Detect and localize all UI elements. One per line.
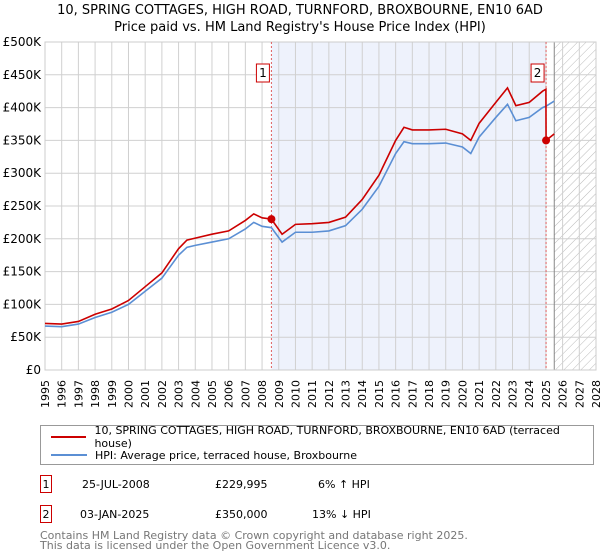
- x-tick-label: 2000: [122, 380, 135, 408]
- x-tick-label: 1997: [72, 380, 85, 408]
- legend-label: HPI: Average price, terraced house, Brox…: [95, 448, 358, 462]
- y-tick-label: £350K: [3, 133, 43, 147]
- x-tick-label: 2001: [139, 380, 152, 408]
- x-tick-label: 2007: [239, 380, 252, 408]
- sale-label-box: [530, 63, 545, 83]
- price-chart: 1995 1996 1997 1998 1999 2000 2001 2002 2003 2004…: [3, 35, 600, 408]
- sale-marker-box: 2: [40, 505, 52, 523]
- sale-label-box: [255, 63, 270, 83]
- x-tick-label: 1995: [39, 380, 52, 408]
- footer-licence: This data is licensed under the Open Gov…: [40, 539, 391, 552]
- y-tick-label: £50K: [10, 330, 42, 344]
- x-tick-label: 2006: [223, 380, 236, 408]
- footer-copyright: Contains HM Land Registry data © Crown c…: [40, 529, 468, 542]
- footer: Contains HM Land Registry data © Crown c…: [40, 529, 468, 552]
- sale-label: 1: [259, 66, 267, 80]
- series-line-property: [44, 86, 555, 325]
- x-tick-label: 2016: [390, 380, 403, 408]
- sale-hpi-diff: 6% ↑ HPI: [318, 478, 370, 491]
- legend-swatch-blue: [51, 454, 87, 456]
- y-tick-label: £400K: [3, 101, 43, 115]
- x-tick-label: 2004: [189, 380, 202, 408]
- y-tick-label: £150K: [3, 265, 43, 279]
- sale-date: 03-JAN-2025: [80, 508, 150, 521]
- x-tick-label: 1996: [56, 380, 69, 408]
- y-tick-label: £100K: [3, 297, 43, 311]
- y-tick-label: £250K: [3, 199, 43, 213]
- x-tick-label: 2010: [289, 380, 302, 408]
- chart-title: 10, SPRING COTTAGES, HIGH ROAD, TURNFORD…: [57, 3, 543, 18]
- x-tick-label: 1998: [89, 380, 102, 408]
- x-tick-label: 2019: [440, 380, 453, 408]
- x-tick-label: 2003: [173, 380, 186, 408]
- x-tick-label: 2025: [540, 380, 553, 408]
- x-tick-label: 2008: [256, 380, 269, 408]
- sale-row-1: 1 25-JUL-2008 £229,995 6% ↑ HPI: [40, 475, 440, 495]
- legend-item-property: 10, SPRING COTTAGES, HIGH ROAD, TURNFORD…: [51, 424, 593, 450]
- y-tick-label: £450K: [3, 68, 43, 82]
- x-tick-label: 2024: [523, 380, 536, 408]
- sale-row-2: 2 03-JAN-2025 £350,000 13% ↓ HPI: [40, 505, 440, 525]
- y-tick-label: £500K: [3, 35, 43, 49]
- y-tick-label: £200K: [3, 232, 43, 246]
- x-tick-label: 2012: [323, 380, 336, 408]
- x-tick-label: 2015: [373, 380, 386, 408]
- x-tick-label: 2026: [557, 380, 570, 408]
- x-tick-label: 2009: [273, 380, 286, 408]
- x-tick-label: 2020: [456, 380, 469, 408]
- sale-point: [542, 136, 551, 145]
- x-tick-label: 2002: [156, 380, 169, 408]
- y-tick-label: £0: [26, 363, 41, 377]
- sale-point: [267, 215, 276, 224]
- x-tick-label: 2027: [573, 380, 586, 408]
- x-tick-label: 2017: [406, 380, 419, 408]
- sale-date: 25-JUL-2008: [82, 478, 150, 491]
- legend-item-hpi: HPI: Average price, terraced house, Brox…: [51, 447, 357, 463]
- legend-swatch-red: [51, 436, 87, 438]
- legend-label: 10, SPRING COTTAGES, HIGH ROAD, TURNFORD…: [94, 424, 560, 450]
- sale-price: £229,995: [215, 478, 268, 491]
- sale-label: 2: [534, 66, 542, 80]
- x-tick-label: 2022: [490, 380, 503, 408]
- plot-border: [44, 41, 597, 371]
- x-tick-label: 2028: [590, 380, 600, 408]
- y-tick-label: £300K: [3, 166, 43, 180]
- x-tick-label: 2023: [507, 380, 520, 408]
- x-tick-label: 2013: [340, 380, 353, 408]
- sale-hpi-diff: 13% ↓ HPI: [312, 508, 371, 521]
- x-tick-label: 2014: [356, 380, 369, 408]
- x-tick-label: 2011: [306, 380, 319, 408]
- x-tick-label: 2018: [423, 380, 436, 408]
- x-tick-label: 2021: [473, 380, 486, 408]
- sale-marker-box: 1: [40, 475, 52, 493]
- sale-price: £350,000: [215, 508, 268, 521]
- chart-subtitle: Price paid vs. HM Land Registry's House …: [114, 20, 486, 35]
- x-tick-label: 1999: [106, 380, 119, 408]
- legend: 10, SPRING COTTAGES, HIGH ROAD, TURNFORD…: [40, 424, 594, 465]
- series-line-hpi: [44, 100, 555, 328]
- x-tick-label: 2005: [206, 380, 219, 408]
